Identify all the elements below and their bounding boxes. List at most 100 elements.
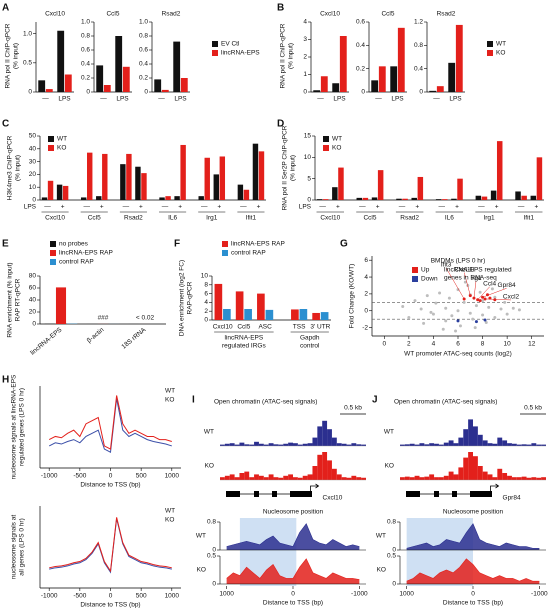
track-name: KO [197, 567, 206, 574]
signal-bar [361, 477, 366, 480]
bar [174, 196, 180, 200]
signal-bar [429, 443, 435, 446]
signal-bar [249, 444, 255, 446]
signal-bar [473, 456, 478, 480]
y-tick-label: 0 [419, 89, 423, 96]
signal-bar [516, 477, 522, 480]
y-axis-label: (% input) [288, 43, 295, 69]
bar [213, 174, 219, 200]
signal-bar [409, 477, 415, 480]
x-tick-label: + [178, 204, 182, 211]
y-axis-label: nucleosome signals at lincRNA-EPS [11, 374, 18, 479]
signal-bar [443, 442, 449, 446]
bar [55, 287, 67, 324]
bar [322, 199, 329, 200]
x-tick-label: 500 [136, 593, 147, 600]
point-label: Ifit3 [441, 262, 452, 269]
legend-title: genes in RNA-seq [444, 275, 497, 282]
signal-bar [317, 426, 323, 446]
x-tick-label: 1000 [165, 473, 180, 480]
bar [126, 153, 132, 200]
signal-bar [400, 477, 405, 480]
point [463, 280, 467, 284]
signal-bar [438, 444, 444, 446]
x-tick-label: — [100, 96, 107, 103]
x-tick-label: 12 [528, 341, 536, 348]
point [474, 304, 478, 308]
x-tick-label: -500 [73, 473, 86, 480]
point [462, 300, 466, 304]
x-tick-label: + [495, 204, 499, 211]
x-tick-label: β-actin [86, 326, 106, 344]
y-tick-label: 0.2 [81, 75, 90, 82]
label-leader [445, 267, 465, 300]
gene-name: Cxcl10 [323, 495, 343, 502]
x-axis-label: Distance to TSS (bp) [443, 600, 503, 607]
signal-bar [434, 443, 439, 446]
legend-label: EV Ctl [221, 41, 240, 48]
x-tick-label: 2 [407, 341, 411, 348]
x-tick-label: LPS [116, 96, 129, 103]
signal-bar [482, 471, 488, 480]
subpanel-title: Nucleosome position [263, 509, 324, 516]
signal-bar [244, 471, 250, 480]
bar [265, 309, 274, 320]
legend-swatch [487, 41, 493, 47]
group-label: IL6 [168, 215, 177, 222]
point [505, 312, 509, 316]
y-tick-label: 1.0 [81, 19, 90, 26]
group-label: Ifit1 [523, 215, 534, 222]
gene-exon [290, 491, 312, 497]
signal-bar [419, 477, 425, 480]
signal-bar [502, 473, 508, 480]
bar [320, 76, 328, 92]
bar [47, 180, 54, 200]
signal-bar [458, 467, 464, 480]
point [493, 295, 497, 299]
gene-exon [452, 491, 457, 497]
x-tick-label: LPS [391, 96, 404, 103]
group-label: Rsad2 [400, 215, 419, 222]
y-axis-label: (% input) [13, 43, 20, 69]
bar [64, 74, 72, 92]
track-name: WT [204, 429, 214, 436]
bar [180, 78, 188, 92]
group-label: control [300, 343, 320, 350]
legend-label: WT [57, 136, 67, 143]
signal-bar [443, 475, 449, 480]
bar [103, 85, 111, 92]
y-tick-label: 15 [304, 133, 312, 140]
track-name: KO [377, 567, 386, 574]
gene-exon [434, 491, 439, 497]
signal-bar [312, 437, 318, 446]
subplot-title: Cxcl10 [45, 11, 65, 18]
point [454, 329, 458, 333]
group-label: regulated IRGs [222, 343, 266, 350]
signal-bar [268, 443, 274, 446]
y-tick-label: 0 [204, 317, 208, 324]
y-tick-label: 0 [307, 197, 311, 204]
legend-swatch [412, 276, 418, 282]
y-tick-label: 0 [32, 197, 36, 204]
y-tick-label: 1 [303, 71, 307, 78]
y-tick-label: 6 [204, 290, 208, 297]
area-fill [406, 558, 540, 584]
x-tick-label: + [139, 204, 143, 211]
x-tick-label: 0 [109, 473, 113, 480]
x-tick-label: 0 [382, 341, 386, 348]
legend-title: lincRNA-EPS regulated [444, 267, 512, 274]
point [503, 300, 507, 304]
point [456, 309, 460, 313]
signal-bar [526, 444, 532, 446]
signal-bar [448, 471, 454, 480]
y-axis-label: all genes (LPS 0 hr) [19, 518, 26, 575]
y-tick-label: 4 [204, 299, 208, 306]
x-tick-label: 6 [456, 341, 460, 348]
signal-bar [278, 477, 284, 480]
x-tick-label: — [158, 96, 165, 103]
point [493, 298, 497, 302]
signal-bar [278, 444, 284, 446]
legend-label: KO [57, 145, 66, 152]
point [481, 313, 485, 317]
point-label: Irg1 [470, 275, 482, 282]
